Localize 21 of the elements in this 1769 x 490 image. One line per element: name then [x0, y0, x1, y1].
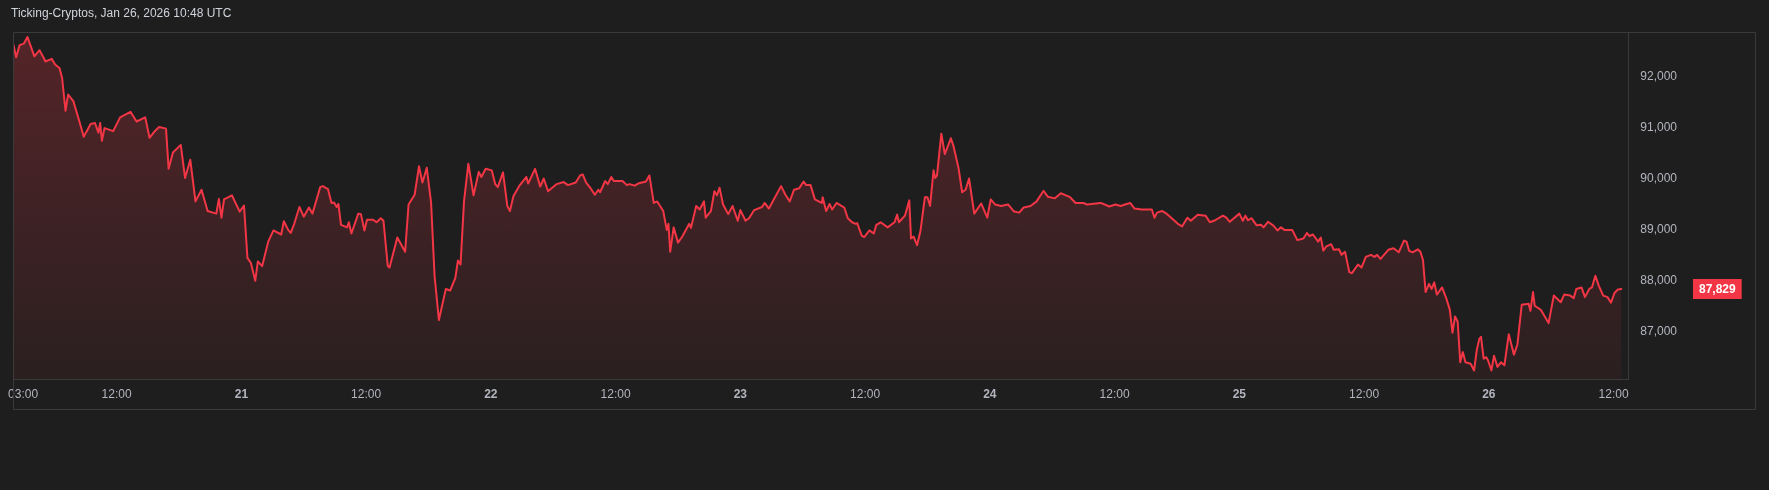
x-tick-label: 12:00 [850, 387, 881, 402]
x-tick-label: 12:00 [600, 387, 631, 402]
x-tick-label: 25 [1232, 387, 1247, 402]
y-tick-label: 91,000 [1640, 119, 1678, 134]
chart-title: Ticking-Cryptos, Jan 26, 2026 10:48 UTC [11, 5, 232, 20]
y-tick-label: 90,000 [1640, 170, 1678, 185]
y-tick-label: 89,000 [1640, 221, 1678, 236]
x-tick-label: 26 [1482, 387, 1496, 402]
y-tick-label: 88,000 [1640, 272, 1678, 287]
x-tick-label: 24 [983, 387, 997, 402]
y-tick-label: 92,000 [1640, 68, 1678, 83]
x-tick-label: 12:00 [1099, 387, 1130, 402]
x-tick-label: 22 [484, 387, 498, 402]
y-tick-label: 87,000 [1640, 323, 1678, 338]
text: 87,829 [1699, 282, 1737, 297]
x-tick-label: 21 [234, 387, 249, 402]
x-tick-label: 12:00 [101, 387, 132, 402]
x-tick-label: 12:00 [1598, 387, 1629, 402]
x-tick-label: 12:00 [351, 387, 382, 402]
x-tick-label: 12:00 [1349, 387, 1380, 402]
x-tick-label: 23 [733, 387, 748, 402]
